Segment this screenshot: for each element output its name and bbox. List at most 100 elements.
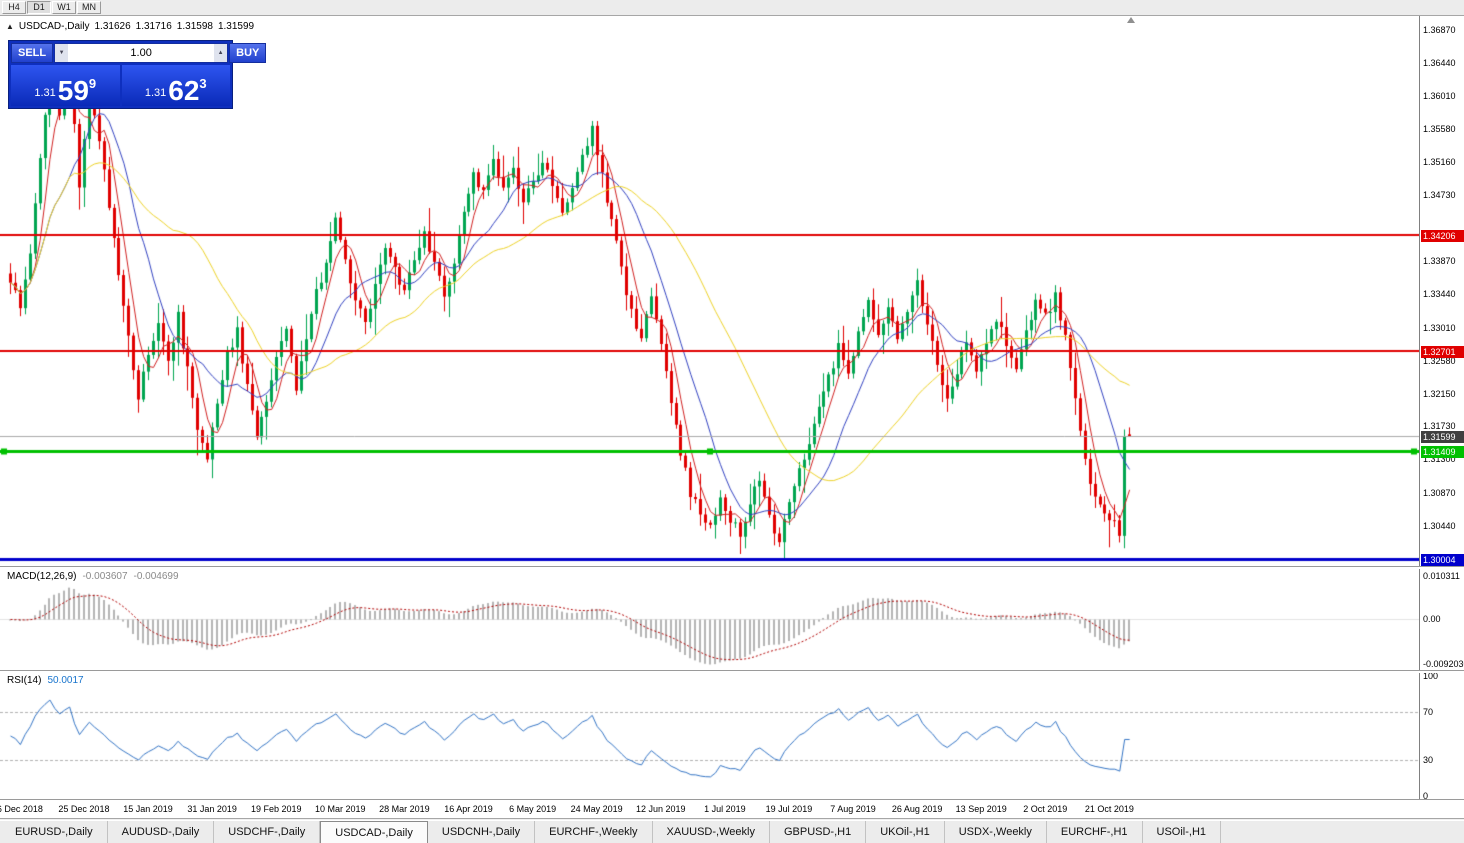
- volume-decrease-button[interactable]: ▼: [55, 44, 69, 62]
- date-axis-label: 21 Oct 2019: [1084, 804, 1134, 814]
- price-axis-tick: 1.32580: [1423, 355, 1456, 366]
- rsi-indicator-canvas[interactable]: [0, 672, 1419, 800]
- pane-splitter[interactable]: [0, 566, 1464, 569]
- ohlc-low: 1.31598: [176, 21, 213, 32]
- price-axis-tick: 1.36010: [1423, 91, 1456, 102]
- buy-price-pips: 62: [168, 75, 200, 107]
- price-axis-tick: 1.30870: [1423, 487, 1456, 498]
- macd-axis-label: 0.010311: [1423, 571, 1460, 581]
- buy-button[interactable]: BUY: [229, 43, 267, 63]
- rsi-axis-label: 100: [1423, 671, 1439, 681]
- chart-tab-ukoil-h1[interactable]: UKOil-,H1: [866, 821, 945, 843]
- rsi-axis-label: 70: [1423, 707, 1434, 717]
- price-axis-tick: 1.35580: [1423, 124, 1456, 135]
- chart-tab-usdcnh-daily[interactable]: USDCNH-,Daily: [427, 821, 536, 843]
- date-axis-label: 6 Dec 2018: [0, 804, 43, 814]
- chart-tab-eurchf-h1[interactable]: EURCHF-,H1: [1046, 821, 1143, 843]
- date-axis-label: 25 Dec 2018: [58, 804, 110, 814]
- price-axis-tick: 1.33870: [1423, 256, 1456, 267]
- volume-increase-button[interactable]: ▲: [214, 44, 228, 62]
- timeframe-button-w1[interactable]: W1: [52, 1, 76, 14]
- price-axis-tick: 1.33010: [1423, 322, 1456, 333]
- date-axis-label: 10 Mar 2019: [315, 804, 366, 814]
- price-axis-tick: 1.36440: [1423, 58, 1456, 69]
- price-axis-tick: 1.31300: [1423, 454, 1456, 465]
- date-axis-label: 16 Apr 2019: [444, 804, 493, 814]
- buy-price-base: 1.31: [144, 87, 167, 99]
- sell-button[interactable]: SELL: [11, 43, 54, 63]
- date-axis-label: 26 Aug 2019: [891, 804, 943, 814]
- date-axis-label: 2 Oct 2019: [1023, 804, 1068, 814]
- price-level-label: 1.31599: [1421, 431, 1464, 444]
- macd-indicator-canvas[interactable]: [0, 568, 1419, 670]
- uptick-arrow-icon: ▲: [6, 22, 14, 31]
- date-axis-label: 7 Aug 2019: [830, 804, 876, 814]
- timeframe-button-d1[interactable]: D1: [27, 1, 51, 14]
- sell-price-base: 1.31: [34, 87, 56, 99]
- volume-input[interactable]: [68, 44, 215, 62]
- date-axis-label: 19 Jul 2019: [765, 804, 813, 814]
- date-axis-label: 31 Jan 2019: [187, 804, 237, 814]
- price-level-label: 1.31409: [1421, 446, 1464, 459]
- price-level-label: 1.32701: [1421, 346, 1464, 359]
- chart-tab-eurusd-daily[interactable]: EURUSD-,Daily: [1, 821, 108, 843]
- price-chart-canvas[interactable]: [0, 15, 1419, 566]
- buy-price-tile[interactable]: 1.31 62 3: [121, 65, 230, 107]
- price-axis-tick: 1.34730: [1423, 190, 1456, 201]
- sell-price-pips: 59: [57, 75, 89, 107]
- chart-ohlc-title: ▲ USDCAD-,Daily 1.31626 1.31716 1.31598 …: [6, 21, 254, 32]
- date-axis-label: 1 Jul 2019: [704, 804, 746, 814]
- price-axis[interactable]: 1.36870 1.36440 1.36010 1.35580 1.35160 1.347…: [1419, 15, 1464, 801]
- date-axis-label: 13 Sep 2019: [955, 804, 1007, 814]
- chart-tab-usdx-weekly[interactable]: USDX-,Weekly: [944, 821, 1047, 843]
- timeframe-toolbar: H4 D1 W1 MN: [0, 0, 1464, 16]
- date-axis[interactable]: 6 Dec 2018 25 Dec 2018 15 Jan 2019 31 Jan 2…: [0, 801, 1464, 819]
- macd-axis-label: 0.00: [1423, 614, 1441, 624]
- date-axis-label: 6 May 2019: [509, 804, 557, 814]
- macd-indicator-label: MACD(12,26,9) -0.003607 -0.004699: [7, 571, 179, 582]
- timeframe-button-mn[interactable]: MN: [77, 1, 101, 14]
- rsi-indicator-label: RSI(14) 50.0017: [7, 675, 84, 686]
- rsi-axis-label: 0: [1423, 791, 1429, 801]
- price-axis-tick: 1.30440: [1423, 520, 1456, 531]
- chart-tab-xauusd-weekly[interactable]: XAUUSD-,Weekly: [652, 821, 770, 843]
- pane-splitter[interactable]: [0, 670, 1464, 673]
- chart-tab-bar: EURUSD-,Daily AUDUSD-,Daily USDCHF-,Daily U…: [0, 820, 1464, 843]
- chart-tab-gbpusd-h1[interactable]: GBPUSD-,H1: [769, 821, 867, 843]
- price-axis-tick: 1.35160: [1423, 156, 1456, 167]
- date-axis-label: 24 May 2019: [570, 804, 623, 814]
- date-axis-label: 28 Mar 2019: [379, 804, 430, 814]
- timeframe-button-h4[interactable]: H4: [2, 1, 26, 14]
- macd-name: MACD(12,26,9): [7, 571, 77, 582]
- chart-tab-audusd-daily[interactable]: AUDUSD-,Daily: [107, 821, 215, 843]
- sell-price-point: 9: [88, 76, 97, 91]
- volume-control: ▼ ▲: [54, 43, 229, 63]
- rsi-name: RSI(14): [7, 675, 42, 686]
- chart-tab-usdchf-daily[interactable]: USDCHF-,Daily: [214, 821, 321, 843]
- price-axis-tick: 1.31730: [1423, 421, 1456, 432]
- price-axis-tick: 1.32150: [1423, 388, 1456, 399]
- macd-axis-label: -0.0092030: [1423, 659, 1464, 669]
- rsi-value: 50.0017: [47, 675, 84, 686]
- rsi-axis-label: 30: [1423, 755, 1434, 765]
- price-level-label: 1.30004: [1421, 554, 1464, 567]
- date-axis-label: 19 Feb 2019: [250, 804, 302, 814]
- sell-price-tile[interactable]: 1.31 59 9: [11, 65, 120, 106]
- ohlc-open: 1.31626: [94, 21, 131, 32]
- chart-tab-eurchf-weekly[interactable]: EURCHF-,Weekly: [535, 821, 653, 843]
- ohlc-close: 1.31599: [217, 21, 255, 32]
- chart-tab-usoil-h1[interactable]: USOil-,H1: [1142, 821, 1222, 843]
- price-level-label: 1.34206: [1421, 230, 1464, 243]
- pane-splitter[interactable]: [0, 799, 1464, 802]
- buy-price-point: 3: [199, 76, 207, 91]
- one-click-trading-panel: SELL ▼ ▲ BUY 1.31 59 9 1.31 62 3: [8, 40, 267, 109]
- macd-signal-value: -0.004699: [133, 571, 179, 582]
- date-axis-label: 15 Jan 2019: [123, 804, 173, 814]
- ohlc-high: 1.31716: [135, 21, 172, 32]
- macd-main-value: -0.003607: [82, 571, 128, 582]
- chart-symbol-label: USDCAD-,Daily: [18, 21, 90, 32]
- date-axis-label: 12 Jun 2019: [635, 804, 686, 814]
- chart-tab-usdcad-daily[interactable]: USDCAD-,Daily: [320, 821, 428, 843]
- chart-shift-marker-icon: [1127, 17, 1135, 23]
- price-axis-tick: 1.33440: [1423, 289, 1456, 300]
